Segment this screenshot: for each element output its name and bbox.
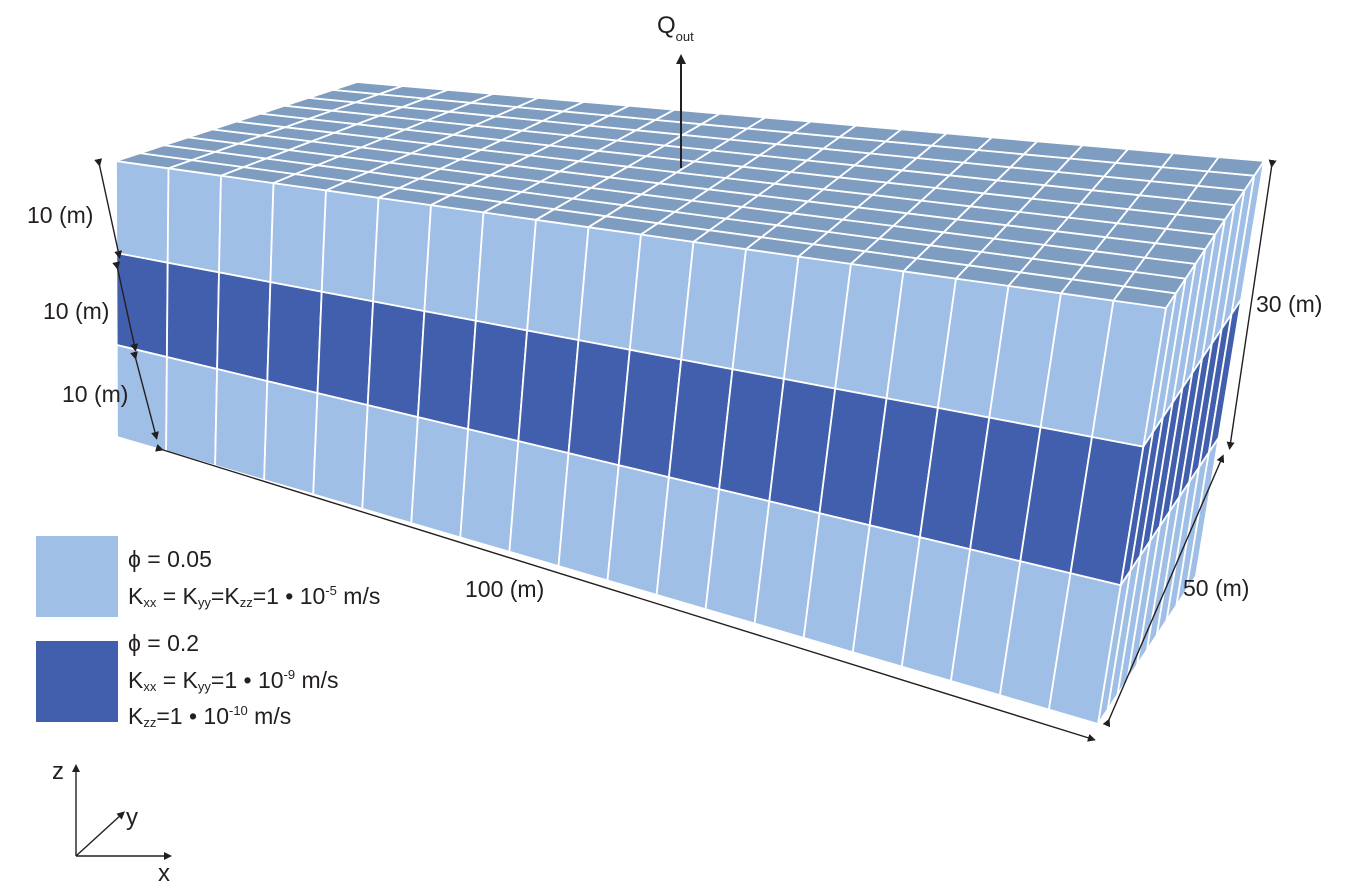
front-face-cell xyxy=(115,252,169,358)
front-face-cell xyxy=(266,281,323,395)
dim-height-line xyxy=(1226,159,1277,450)
q-out-symbol: Q xyxy=(657,12,676,39)
legend-swatch-light xyxy=(36,536,118,617)
dim-layer-middle-label: 10 (m) xyxy=(43,298,110,324)
dim-width-line xyxy=(1102,454,1225,728)
q-out-subscript: out xyxy=(675,29,694,44)
front-face-cell xyxy=(416,310,477,431)
dimension-lines xyxy=(94,158,1277,742)
model-top-face xyxy=(115,81,1265,309)
front-face-cell xyxy=(372,196,432,313)
front-face-cell xyxy=(474,211,537,332)
front-face-cell xyxy=(263,380,319,496)
front-face-cell xyxy=(423,204,485,322)
front-face-cell xyxy=(410,416,470,539)
front-face-cell xyxy=(467,319,528,443)
axes-indicator xyxy=(72,764,172,860)
front-face-cell xyxy=(214,368,269,482)
axis-label-y: y xyxy=(126,804,138,831)
dim-layer-top-line xyxy=(94,158,123,259)
dim-layer-bottom-label: 10 (m) xyxy=(62,381,129,407)
legend-light-phi: ϕ = 0.05 xyxy=(128,546,212,572)
axis-label-x: x xyxy=(158,860,170,887)
front-face-cell xyxy=(216,271,272,383)
front-face-cell xyxy=(320,189,380,303)
legend-dark-kv: Kzz=1 • 10-10 m/s xyxy=(128,703,292,730)
front-face-cell xyxy=(218,174,275,284)
dim-width-label: 50 (m) xyxy=(1183,575,1250,601)
dim-length-line xyxy=(154,443,1096,742)
axis-label-z: z xyxy=(52,758,64,785)
dim-length-label: 100 (m) xyxy=(465,576,545,602)
legend-light-k: Kxx = Kyy=Kzz=1 • 10-5 m/s xyxy=(128,583,381,610)
legend-dark-kh: Kxx = Kyy=1 • 10-9 m/s xyxy=(128,667,339,694)
front-face-cell xyxy=(269,182,327,293)
front-face-cell xyxy=(165,356,219,467)
front-face-cell xyxy=(312,392,369,510)
front-face-cell xyxy=(316,290,375,407)
front-face-cell xyxy=(366,300,426,419)
legend-swatch-dark xyxy=(36,641,118,722)
front-face-cell xyxy=(166,167,222,274)
dim-layer-middle-line xyxy=(112,261,139,352)
top-face-cell xyxy=(1207,156,1265,177)
dim-layer-bottom-line xyxy=(130,351,159,440)
front-face-cell xyxy=(115,160,170,264)
dim-height-label: 30 (m) xyxy=(1256,291,1323,317)
y-axis xyxy=(75,811,125,857)
q-out-label: Qout xyxy=(657,12,694,44)
dim-layer-top-label: 10 (m) xyxy=(27,202,94,228)
front-face-cell xyxy=(165,261,220,370)
legend-dark-phi: ϕ = 0.2 xyxy=(128,630,200,656)
front-face-cell xyxy=(459,428,520,553)
front-face-cell xyxy=(361,404,419,524)
